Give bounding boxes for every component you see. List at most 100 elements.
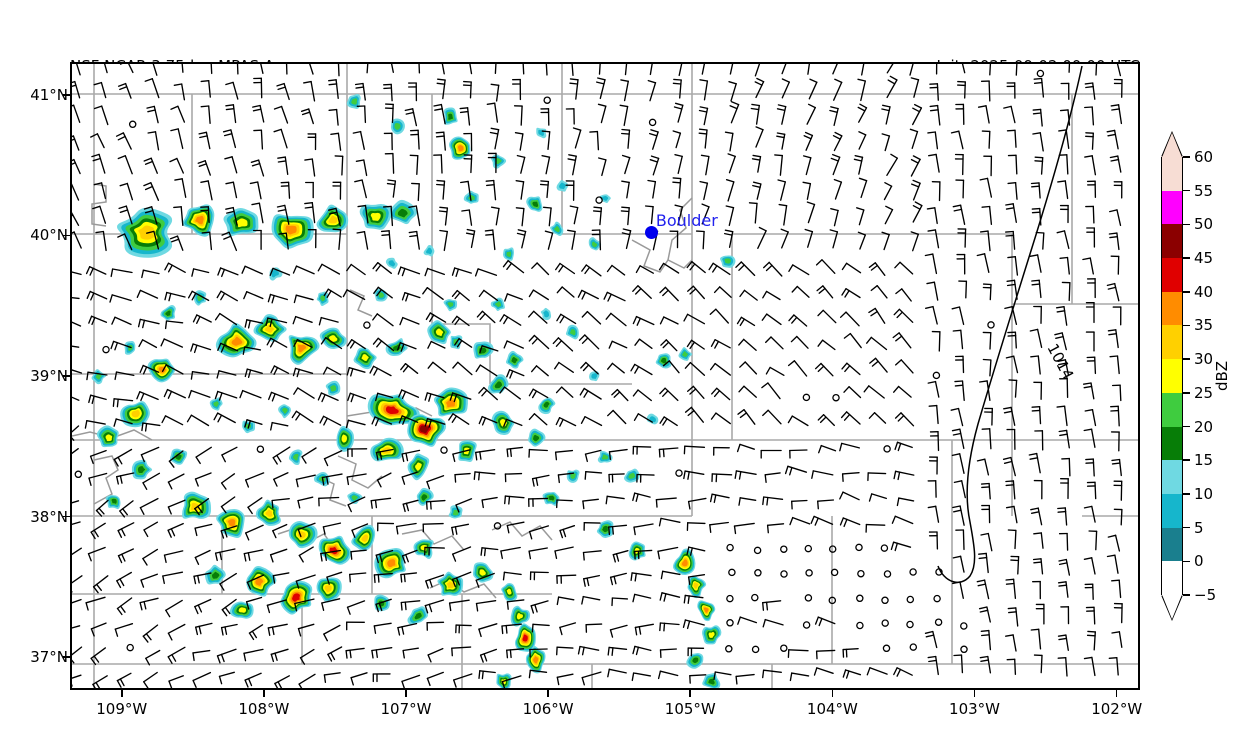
- wind-barb: [893, 385, 912, 398]
- wind-barb: [982, 331, 992, 350]
- wind-barb: [269, 548, 288, 563]
- y-tick-mark: [63, 515, 70, 518]
- wind-barb: [424, 418, 446, 428]
- wind-barb: [72, 80, 81, 99]
- wind-barb: [382, 205, 394, 227]
- wind-barb: [954, 355, 965, 374]
- wind-barb: [72, 598, 82, 604]
- wind-barb: [598, 157, 607, 177]
- calm-wind-circle: [751, 593, 759, 602]
- wind-barb: [632, 593, 652, 603]
- wind-barb: [1057, 180, 1069, 200]
- wind-barb: [1111, 458, 1122, 477]
- wind-barb: [200, 80, 211, 98]
- wind-barb: [924, 253, 938, 275]
- wind-barb: [927, 380, 940, 398]
- colorbar[interactable]: [1161, 157, 1183, 596]
- wind-barb: [817, 339, 836, 351]
- wind-barb: [390, 64, 394, 73]
- wind-barb: [270, 421, 289, 431]
- wind-barb: [815, 649, 836, 660]
- wind-barb: [531, 262, 550, 276]
- wind-barb: [789, 449, 808, 459]
- wind-barb: [1002, 456, 1016, 477]
- wind-barb: [839, 311, 860, 327]
- wind-barb: [1031, 406, 1042, 425]
- wind-barb: [955, 179, 965, 199]
- wind-barb: [856, 207, 865, 226]
- calm-wind-circle: [780, 545, 788, 553]
- wind-barb: [672, 78, 682, 99]
- wind-barb: [1030, 355, 1041, 375]
- wind-barb: [317, 392, 339, 403]
- wind-barb: [581, 671, 602, 686]
- wind-barb: [958, 280, 968, 299]
- wind-barb: [460, 180, 472, 201]
- wind-barb: [843, 386, 862, 399]
- wind-barb: [139, 597, 159, 611]
- reflectivity-contour: [95, 373, 102, 380]
- wind-barb: [657, 546, 679, 560]
- wind-barb: [787, 360, 808, 377]
- wind-barb: [607, 668, 627, 678]
- wind-barb: [401, 549, 418, 564]
- wind-barb: [605, 312, 627, 327]
- wind-barb: [737, 616, 758, 625]
- calm-wind-circle: [856, 621, 864, 630]
- wind-barb: [1057, 359, 1070, 376]
- wind-barb: [273, 128, 288, 149]
- wind-barb: [265, 317, 288, 328]
- wind-barb: [1085, 606, 1096, 625]
- wind-barb: [754, 64, 761, 77]
- wind-barb: [980, 629, 992, 651]
- wind-barb: [571, 64, 574, 76]
- wind-barb: [474, 268, 498, 277]
- city-marker-boulder[interactable]: [645, 226, 659, 240]
- wind-barb: [843, 332, 862, 349]
- wind-barb: [170, 105, 186, 123]
- reflectivity-contour: [255, 577, 264, 586]
- wind-barb: [632, 285, 652, 299]
- wind-barb: [582, 550, 602, 561]
- wind-barb: [72, 674, 82, 687]
- calm-wind-circle: [805, 569, 813, 577]
- wind-barb: [198, 131, 211, 150]
- wind-barb: [225, 206, 238, 226]
- reflectivity-contour: [570, 473, 576, 479]
- wind-barb: [72, 321, 82, 327]
- wind-barb: [811, 470, 834, 479]
- wind-barb: [832, 131, 843, 152]
- wind-barb: [955, 529, 965, 551]
- wind-barb: [486, 102, 499, 123]
- wind-barb: [531, 365, 549, 377]
- wind-barb: [658, 262, 680, 274]
- x-tick-label: 105°W: [664, 700, 716, 718]
- wind-barb: [647, 179, 657, 199]
- wind-barb: [776, 132, 786, 150]
- wind-barb: [1030, 507, 1043, 526]
- wind-barb: [709, 308, 729, 324]
- wind-barb: [355, 159, 368, 177]
- wind-barb: [803, 131, 814, 151]
- wind-barb: [372, 262, 392, 274]
- colorbar-band: [1161, 157, 1183, 192]
- wind-barb: [164, 320, 184, 330]
- wind-barb: [89, 449, 107, 465]
- wind-barb: [112, 398, 134, 408]
- wind-barb: [980, 532, 993, 552]
- wind-barb: [152, 64, 158, 76]
- wind-barb: [72, 646, 83, 664]
- wind-barb: [478, 670, 496, 680]
- wind-barb: [72, 183, 80, 201]
- wind-barb: [194, 549, 211, 565]
- wind-barb: [270, 648, 289, 663]
- calm-wind-circle: [726, 594, 734, 603]
- reflectivity-contour: [522, 634, 528, 642]
- calm-wind-circle: [909, 643, 918, 651]
- wind-barb: [1060, 606, 1070, 625]
- wind-barb: [318, 316, 339, 326]
- calm-wind-circle: [725, 645, 733, 653]
- wind-barb: [689, 674, 707, 684]
- reflectivity-contour: [693, 582, 699, 589]
- wind-barb: [72, 500, 80, 504]
